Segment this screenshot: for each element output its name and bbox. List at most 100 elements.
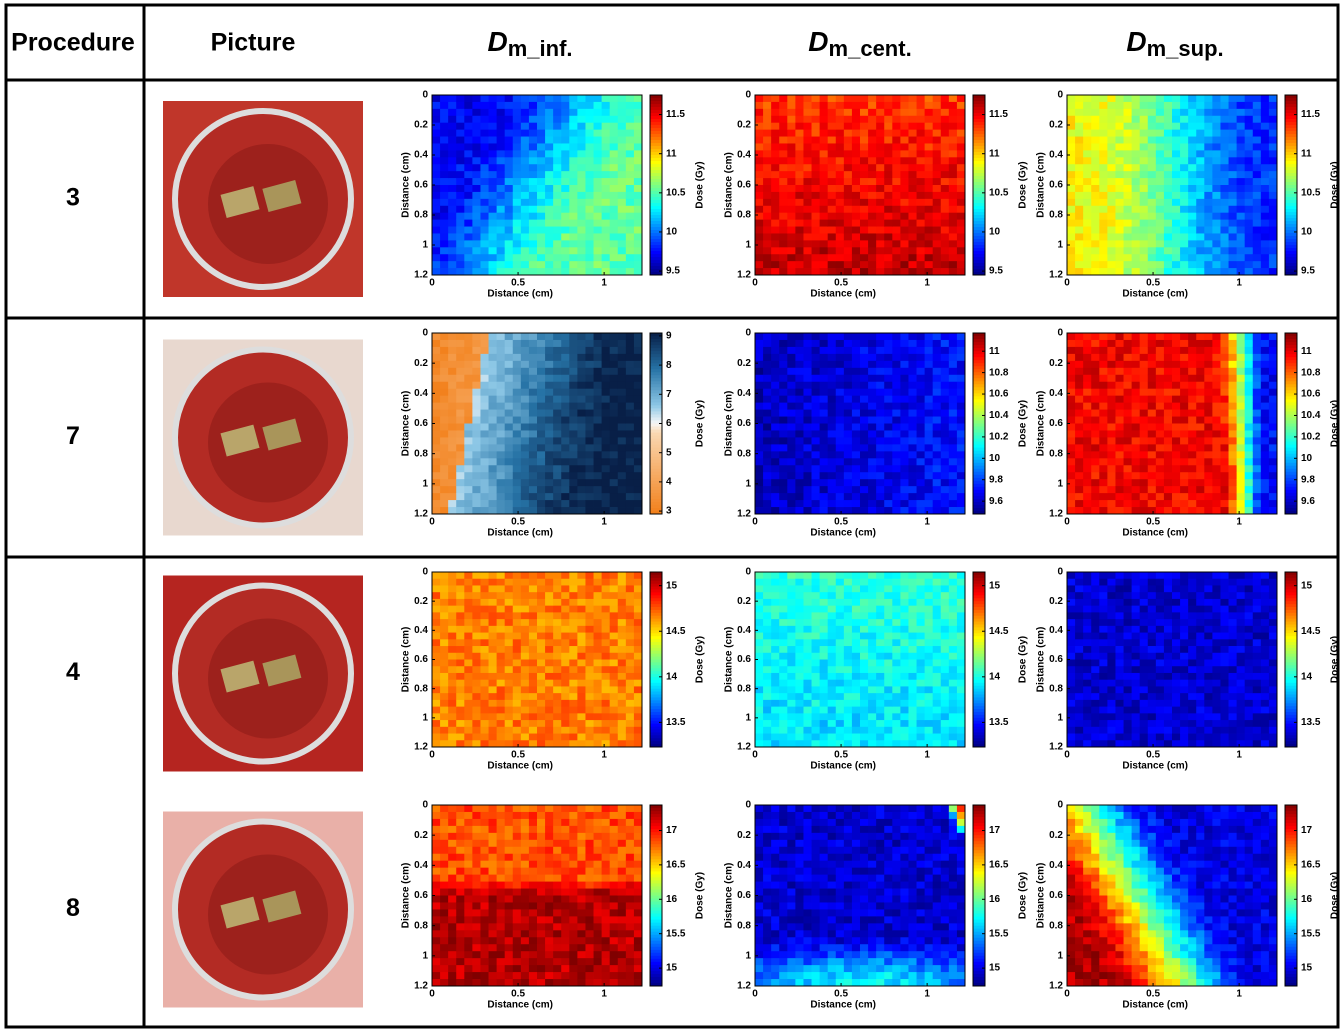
heatmap-cell bbox=[513, 254, 521, 261]
heatmap-cell bbox=[884, 479, 892, 486]
heatmap-cell bbox=[755, 178, 763, 185]
heatmap-cell bbox=[513, 633, 521, 640]
heatmap-cell bbox=[844, 444, 852, 451]
heatmap-cell bbox=[892, 247, 900, 254]
heatmap-cell bbox=[1067, 150, 1075, 157]
heatmap-cell bbox=[933, 340, 941, 347]
heatmap-cell bbox=[561, 268, 569, 275]
heatmap-cell bbox=[1269, 368, 1277, 375]
heatmap-cell bbox=[577, 389, 585, 396]
heatmap-cell bbox=[908, 137, 916, 144]
heatmap-cell bbox=[1261, 458, 1269, 465]
heatmap-cell bbox=[908, 240, 916, 247]
heatmap-cell bbox=[480, 666, 488, 673]
heatmap-cell bbox=[618, 268, 626, 275]
heatmap-cell bbox=[1115, 261, 1123, 268]
heatmap-cell bbox=[440, 592, 448, 599]
heatmap-cell bbox=[925, 185, 933, 192]
heatmap-cell bbox=[1107, 389, 1115, 396]
heatmap-cell bbox=[820, 430, 828, 437]
heatmap-cell bbox=[1229, 233, 1237, 240]
heatmap-cell bbox=[836, 361, 844, 368]
heatmap-cell bbox=[529, 375, 537, 382]
heatmap-cell bbox=[577, 382, 585, 389]
heatmap-cell bbox=[448, 486, 456, 493]
heatmap-cell bbox=[1140, 410, 1148, 417]
colorbar-step bbox=[1285, 227, 1297, 231]
heatmap-cell bbox=[763, 500, 771, 507]
heatmap-cell bbox=[1212, 396, 1220, 403]
colorbar-step bbox=[650, 146, 662, 150]
heatmap-cell bbox=[1212, 472, 1220, 479]
heatmap-cell bbox=[779, 451, 787, 458]
heatmap-cell bbox=[618, 368, 626, 375]
heatmap-cell bbox=[618, 199, 626, 206]
heatmap-cell bbox=[448, 572, 456, 579]
heatmap-cell bbox=[908, 375, 916, 382]
heatmap-cell bbox=[1253, 109, 1261, 116]
heatmap-cell bbox=[1245, 382, 1253, 389]
heatmap-cell bbox=[1140, 171, 1148, 178]
heatmap-cell bbox=[908, 123, 916, 130]
heatmap-cell bbox=[1269, 375, 1277, 382]
colorbar-step bbox=[1285, 263, 1297, 267]
heatmap-cell bbox=[1229, 261, 1237, 268]
heatmap-cell bbox=[892, 95, 900, 102]
heatmap-cell bbox=[602, 164, 610, 171]
heatmap-cell bbox=[1140, 102, 1148, 109]
heatmap-cell bbox=[472, 472, 480, 479]
heatmap-cell bbox=[1124, 150, 1132, 157]
heatmap-cell bbox=[812, 389, 820, 396]
heatmap-cell bbox=[1067, 143, 1075, 150]
heatmap-cell bbox=[1229, 247, 1237, 254]
heatmap-cell bbox=[1204, 430, 1212, 437]
heatmap-cell bbox=[787, 109, 795, 116]
heatmap-cell bbox=[1115, 206, 1123, 213]
heatmap-cell bbox=[569, 178, 577, 185]
heatmap-cell bbox=[497, 206, 505, 213]
heatmap-cell bbox=[860, 486, 868, 493]
y-tick-label: 1 bbox=[1057, 240, 1063, 251]
heatmap-cell bbox=[1237, 199, 1245, 206]
colorbar-tick-label: 11 bbox=[989, 346, 1000, 357]
heatmap-cell bbox=[812, 109, 820, 116]
heatmap-cell bbox=[949, 424, 957, 431]
colorbar-tick-label: 10.4 bbox=[1301, 410, 1321, 421]
heatmap-cell bbox=[876, 157, 884, 164]
heatmap-cell bbox=[513, 340, 521, 347]
heatmap-cell bbox=[472, 137, 480, 144]
colorbar-step bbox=[650, 366, 662, 370]
heatmap-cell bbox=[844, 333, 852, 340]
heatmap-cell bbox=[1220, 268, 1228, 275]
heatmap-cell bbox=[610, 157, 618, 164]
heatmap-cell bbox=[440, 599, 448, 606]
heatmap-cell bbox=[941, 150, 949, 157]
heatmap-cell bbox=[1148, 451, 1156, 458]
heatmap-cell bbox=[610, 486, 618, 493]
heatmap-cell bbox=[820, 333, 828, 340]
heatmap-cell bbox=[1180, 472, 1188, 479]
heatmap-cell bbox=[472, 199, 480, 206]
heatmap-cell bbox=[440, 220, 448, 227]
heatmap-cell bbox=[917, 396, 925, 403]
heatmap-cell bbox=[480, 143, 488, 150]
colorbar-step bbox=[1285, 179, 1297, 183]
heatmap-cell bbox=[1107, 268, 1115, 275]
heatmap-cell bbox=[1083, 479, 1091, 486]
colorbar-step bbox=[650, 131, 662, 135]
heatmap-cell bbox=[860, 240, 868, 247]
heatmap-cell bbox=[1148, 185, 1156, 192]
heatmap-cell bbox=[925, 389, 933, 396]
heatmap-cell bbox=[868, 192, 876, 199]
heatmap-cell bbox=[513, 227, 521, 234]
y-tick-label: 0 bbox=[422, 90, 428, 101]
heatmap-cell bbox=[1140, 340, 1148, 347]
heatmap-cell bbox=[908, 354, 916, 361]
heatmap-cell bbox=[860, 354, 868, 361]
heatmap-cell bbox=[626, 247, 634, 254]
heatmap-cell bbox=[1220, 361, 1228, 368]
heatmap-cell bbox=[1075, 486, 1083, 493]
heatmap-cell bbox=[1172, 507, 1180, 514]
heatmap-cell bbox=[771, 451, 779, 458]
heatmap-cell bbox=[553, 486, 561, 493]
